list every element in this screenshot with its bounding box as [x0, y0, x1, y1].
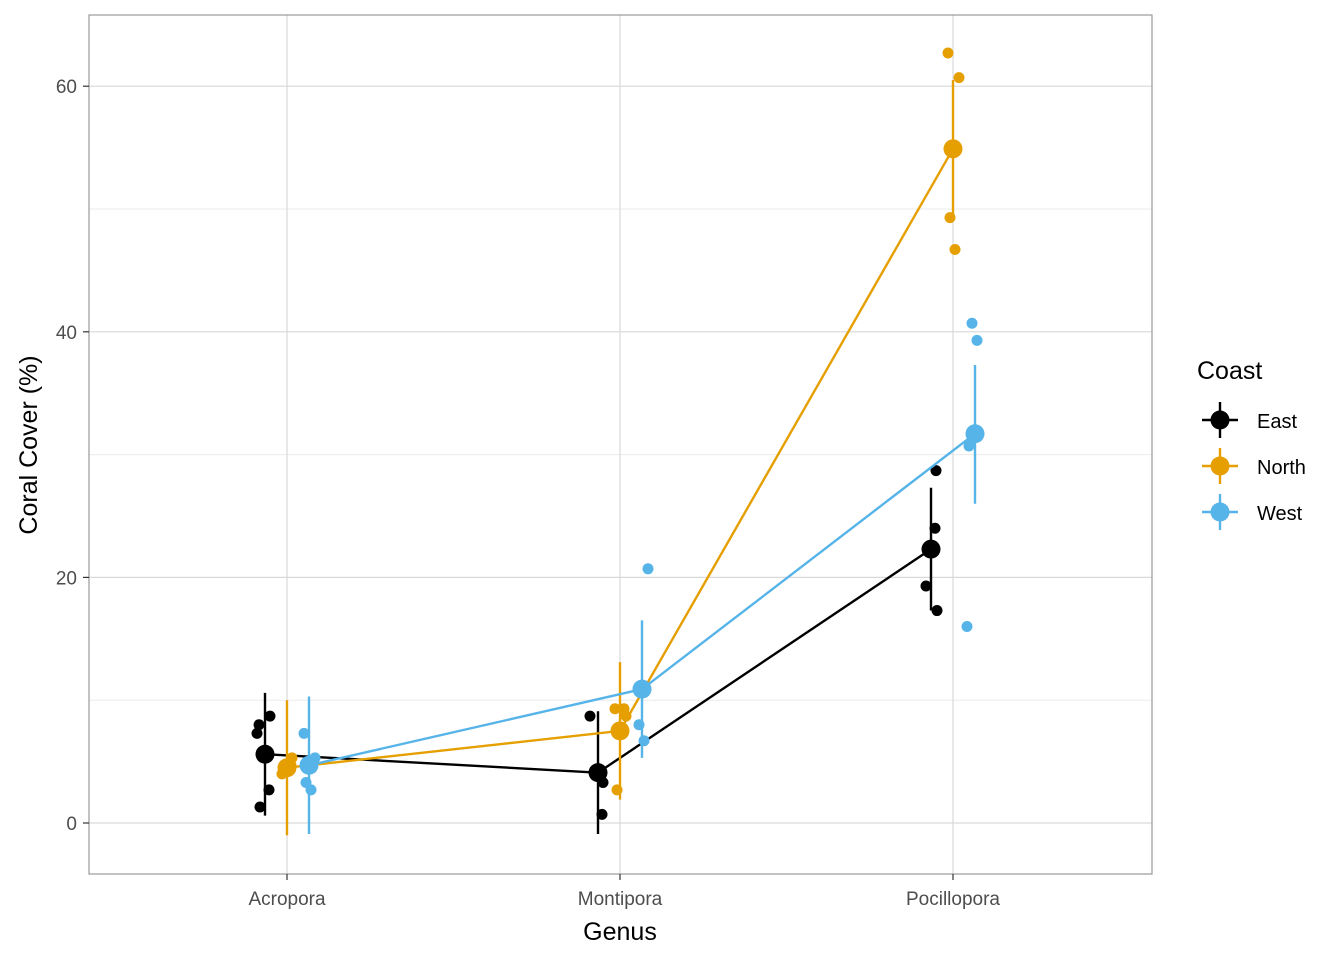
data-point — [931, 605, 943, 617]
y-tick-label: 40 — [56, 323, 77, 344]
mean-point — [255, 744, 275, 764]
axes: 0 20 40 60 Acropora Montipora Pocillopora — [56, 77, 1001, 910]
data-point — [305, 784, 317, 796]
data-point — [264, 710, 276, 722]
gridlines — [89, 15, 1152, 874]
data-point — [920, 580, 932, 592]
data-point — [966, 317, 978, 329]
legend-key-point — [1210, 502, 1230, 522]
series-east — [251, 465, 943, 835]
mean-point — [588, 763, 608, 783]
x-tick-label: Montipora — [578, 889, 663, 910]
data-point — [971, 334, 983, 346]
data-point — [961, 621, 973, 633]
data-point — [963, 440, 975, 452]
data-point — [949, 244, 961, 256]
y-tick-label: 60 — [56, 77, 77, 98]
y-tick-label: 0 — [66, 814, 77, 835]
data-point — [251, 727, 263, 739]
legend-label: West — [1257, 503, 1303, 525]
mean-point — [943, 139, 963, 159]
legend-key-point — [1210, 456, 1230, 476]
legend-title: Coast — [1197, 357, 1262, 385]
legend-label: East — [1257, 411, 1297, 433]
data-point — [263, 784, 275, 796]
x-axis-title: Genus — [583, 918, 657, 946]
mean-point — [921, 539, 941, 559]
data-point — [929, 522, 941, 534]
mean-point — [610, 721, 630, 741]
x-tick-label: Pocillopora — [906, 889, 1000, 910]
mean-point — [965, 424, 985, 444]
series-west — [298, 317, 985, 835]
data-point — [930, 465, 942, 477]
data-point — [609, 703, 621, 715]
data-point — [942, 47, 954, 59]
series-layer — [251, 47, 985, 836]
mean-point — [632, 679, 652, 699]
y-tick-label: 20 — [56, 568, 77, 589]
legend-label: North — [1257, 457, 1306, 479]
data-point — [298, 727, 310, 739]
data-point — [253, 719, 265, 731]
mean-point — [299, 755, 319, 775]
data-point — [642, 563, 654, 575]
data-point — [638, 735, 650, 747]
data-point — [953, 72, 965, 84]
y-axis-title: Coral Cover (%) — [15, 355, 43, 534]
data-point — [584, 710, 596, 722]
mean-point — [277, 758, 297, 778]
x-tick-label: Acropora — [248, 889, 326, 910]
series-north — [276, 47, 965, 836]
data-point — [596, 808, 608, 820]
legend: Coast East North West — [1197, 357, 1306, 530]
legend-key-point — [1210, 410, 1230, 430]
data-point — [254, 801, 266, 813]
